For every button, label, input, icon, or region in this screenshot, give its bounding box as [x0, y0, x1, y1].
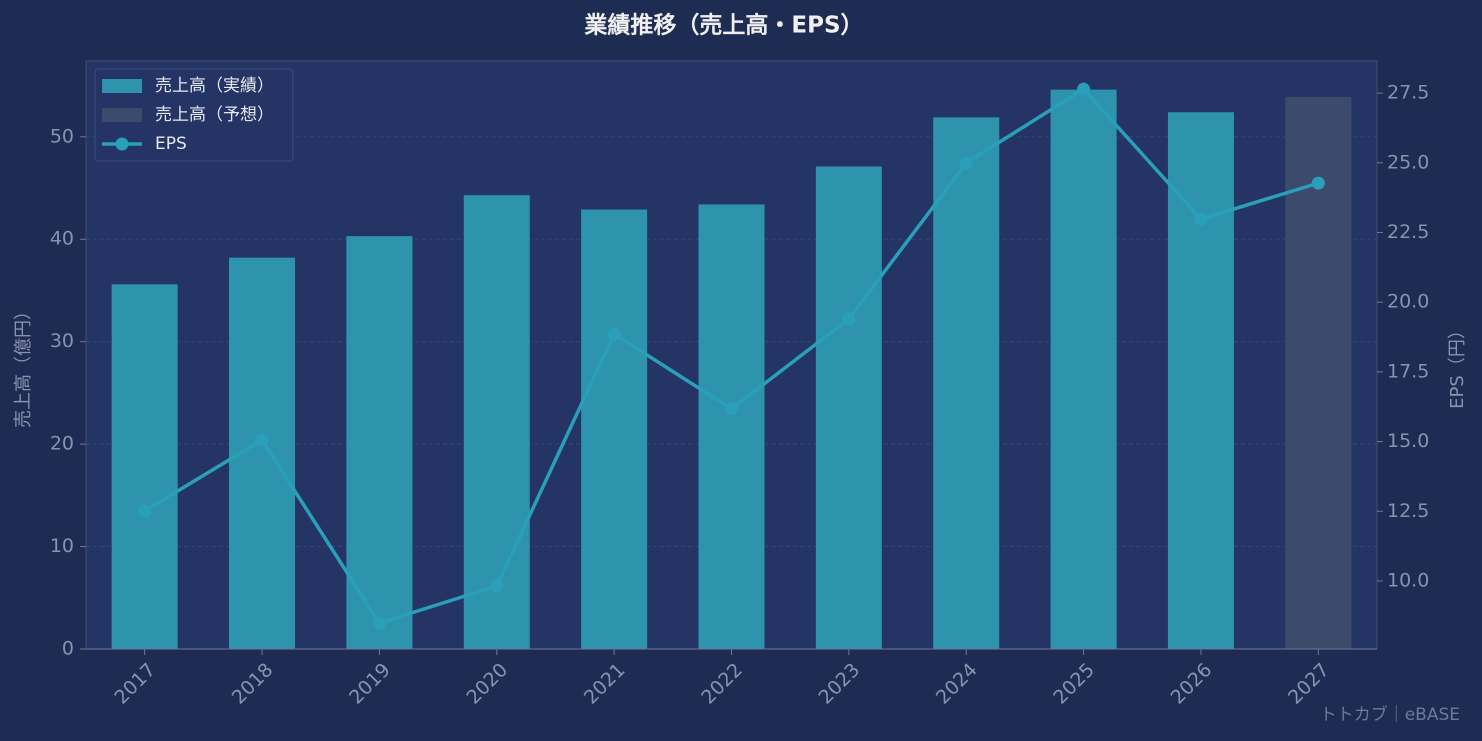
- bar: [581, 209, 648, 649]
- point: [607, 327, 621, 341]
- bar: [111, 284, 178, 649]
- y-axis-label: 売上高（億円）: [13, 302, 34, 428]
- y2-tick-label: 20.0: [1387, 291, 1429, 313]
- y-tick-label: 0: [62, 638, 74, 660]
- bar: [1050, 89, 1117, 650]
- bar: [463, 195, 530, 649]
- legend-box: [94, 68, 294, 162]
- y2-tick-label: 25.0: [1387, 151, 1429, 173]
- y2-axis-label: EPS（円）: [1447, 321, 1468, 409]
- y2-tick-label: 12.5: [1387, 500, 1429, 522]
- legend: 売上高（実績） 売上高（予想） EPS: [94, 68, 294, 162]
- point: [372, 616, 386, 630]
- y-tick-label: 50: [50, 125, 74, 147]
- legend-label: 売上高（実績）: [155, 76, 274, 96]
- bar: [933, 117, 1000, 650]
- y2-tick-label: 17.5: [1387, 360, 1429, 382]
- legend-swatch: [102, 108, 142, 122]
- point: [1194, 212, 1208, 226]
- point: [255, 433, 269, 447]
- y-tick-label: 20: [50, 433, 74, 455]
- point: [725, 402, 738, 416]
- y2-tick-label: 22.5: [1387, 221, 1429, 243]
- bar: [346, 236, 413, 650]
- chart-title: 業績推移（売上高・EPS）: [583, 12, 863, 39]
- bar: [698, 204, 765, 650]
- point: [1311, 176, 1325, 190]
- legend-label: 売上高（予想）: [155, 105, 274, 125]
- legend-marker: [115, 137, 129, 151]
- y-tick-label: 30: [50, 330, 74, 352]
- point: [490, 579, 504, 593]
- point: [138, 504, 152, 518]
- y2-tick-label: 10.0: [1387, 569, 1429, 591]
- legend-swatch: [102, 79, 142, 93]
- watermark: トトカブ｜eBASE: [1320, 704, 1460, 725]
- y2-tick-label: 27.5: [1387, 82, 1429, 104]
- bar: [1167, 112, 1234, 650]
- point: [959, 156, 973, 170]
- y-tick-label: 10: [50, 535, 74, 557]
- bar: [815, 166, 882, 649]
- y-tick-label: 40: [50, 228, 74, 250]
- point: [1077, 82, 1091, 96]
- legend-label: EPS: [155, 134, 187, 154]
- point: [842, 312, 856, 326]
- y2-tick-label: 15.0: [1387, 430, 1429, 452]
